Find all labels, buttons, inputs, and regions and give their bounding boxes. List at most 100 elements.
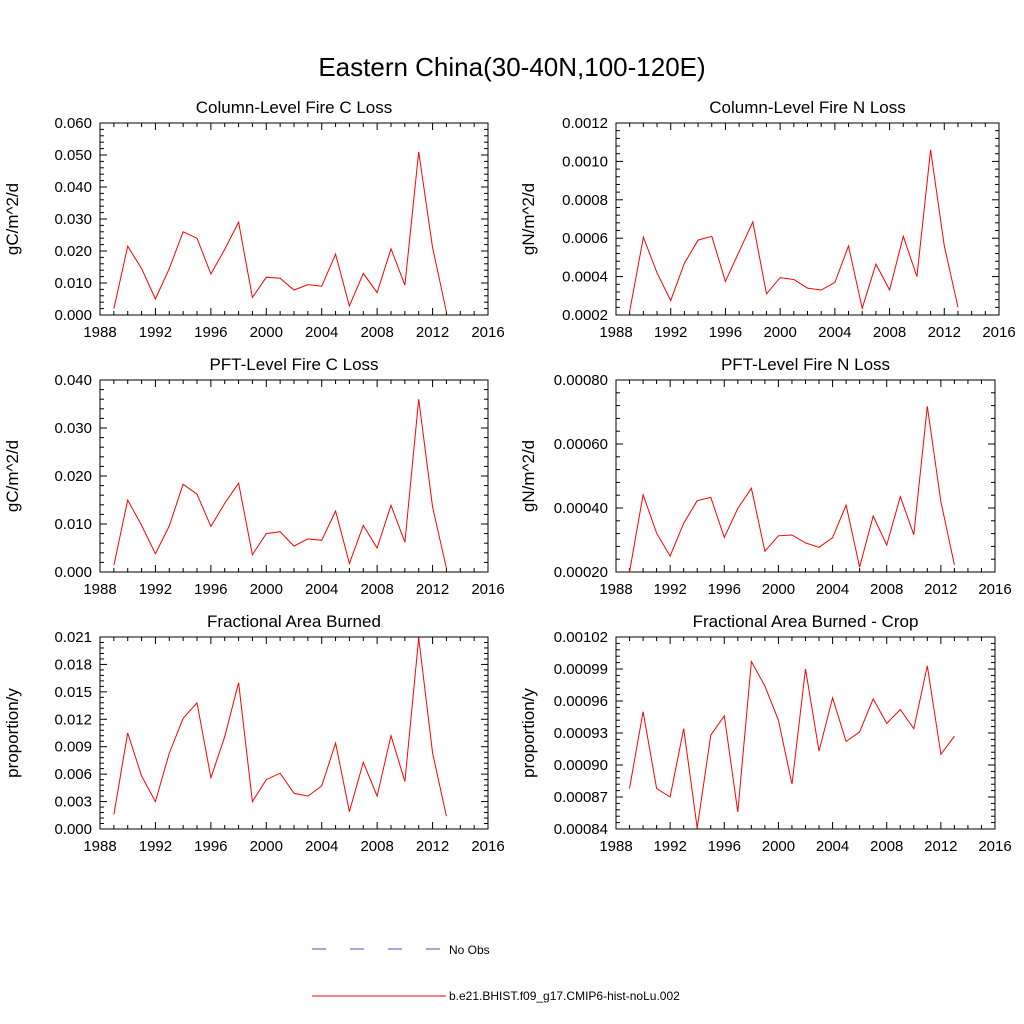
y-tick-label: 0.010: [54, 275, 92, 292]
series-line: [629, 149, 959, 312]
x-tick-label: 1996: [194, 581, 227, 598]
y-tick-label: 0.0008: [562, 192, 608, 209]
x-tick-label: 2008: [360, 581, 393, 598]
legend: No Obs b.e21.BHIST.f09_g17.CMIP6-hist-no…: [312, 943, 680, 1003]
x-tick-label: 1992: [139, 581, 172, 598]
y-tick-label: 0.0010: [562, 153, 608, 170]
series-line: [629, 406, 955, 573]
y-tick-label: 0.020: [54, 468, 92, 485]
x-tick-label: 2008: [870, 838, 903, 855]
x-tick-label: 2012: [416, 581, 449, 598]
x-tick-label: 2004: [305, 324, 338, 341]
y-tick-label: 0.009: [54, 739, 92, 756]
panel-title: Fractional Area Burned: [207, 612, 381, 631]
x-tick-label: 2016: [471, 581, 504, 598]
plot-frame: [99, 122, 489, 316]
x-tick-label: 1992: [653, 581, 686, 598]
y-tick-label: 0.00090: [554, 757, 608, 774]
y-tick-label: 0.018: [54, 656, 92, 673]
y-tick-label: 0.000: [54, 564, 92, 581]
y-tick-label: 0.00099: [554, 661, 608, 678]
y-tick-label: 0.006: [54, 766, 92, 783]
panels: 1988 1992 1996 2000 2004 2008 2012 2016 0.000 0.0…: [3, 98, 1016, 855]
panel-title: PFT-Level Fire C Loss: [209, 355, 378, 374]
y-tick-label: 0.0004: [562, 269, 608, 286]
chart-panel-1: 1988 1992 1996 2000 2004 2008 2012 2016 0.000 0.0…: [3, 98, 505, 341]
series-line: [629, 659, 955, 828]
y-tick-label: 0.000: [54, 821, 92, 838]
x-tick-label: 1992: [653, 838, 686, 855]
x-tick-label: 1996: [708, 581, 741, 598]
x-tick-label: 1996: [194, 324, 227, 341]
plot-frame: [615, 122, 1000, 316]
x-tick-label: 2012: [924, 838, 957, 855]
x-tick-label: 2004: [818, 324, 851, 341]
x-tick-label: 2016: [982, 324, 1015, 341]
y-tick-label: 0.021: [54, 629, 92, 646]
x-tick-label: 2012: [416, 838, 449, 855]
y-tick-label: 0.040: [54, 372, 92, 389]
x-tick-label: 1988: [83, 324, 116, 341]
x-tick-label: 2004: [816, 581, 849, 598]
y-tick-label: 0.00060: [554, 436, 608, 453]
x-tick-label: 1988: [599, 838, 632, 855]
figure-title: Eastern China(30-40N,100-120E): [318, 52, 705, 82]
y-tick-label: 0.00084: [554, 821, 608, 838]
panel-title: Column-Level Fire C Loss: [196, 98, 393, 117]
y-tick-label: 0.00102: [554, 629, 608, 646]
legend-label-model: b.e21.BHIST.f09_g17.CMIP6-hist-noLu.002: [449, 989, 680, 1003]
x-tick-label: 2012: [416, 324, 449, 341]
series-line: [113, 151, 447, 312]
x-tick-label: 2012: [928, 324, 961, 341]
panel-title: PFT-Level Fire N Loss: [721, 355, 890, 374]
y-tick-label: 0.050: [54, 147, 92, 164]
plot-frame: [615, 636, 996, 830]
y-tick-label: 0.003: [54, 794, 92, 811]
y-tick-label: 0.060: [54, 115, 92, 132]
x-tick-label: 1988: [83, 838, 116, 855]
x-tick-label: 2000: [763, 324, 796, 341]
x-tick-label: 2004: [305, 838, 338, 855]
y-axis-label: gC/m^2/d: [3, 440, 22, 512]
x-tick-label: 1996: [709, 324, 742, 341]
x-tick-label: 2000: [250, 581, 283, 598]
x-tick-label: 2008: [870, 581, 903, 598]
y-tick-label: 0.012: [54, 711, 92, 728]
x-tick-label: 2008: [360, 324, 393, 341]
x-tick-label: 2000: [762, 581, 795, 598]
x-tick-label: 1996: [708, 838, 741, 855]
x-tick-label: 1988: [599, 581, 632, 598]
x-tick-label: 2004: [816, 838, 849, 855]
x-tick-label: 2000: [250, 838, 283, 855]
y-tick-label: 0.010: [54, 516, 92, 533]
legend-label-no-obs: No Obs: [449, 943, 490, 957]
panel-title: Column-Level Fire N Loss: [709, 98, 906, 117]
y-tick-label: 0.0012: [562, 115, 608, 132]
y-tick-label: 0.000: [54, 307, 92, 324]
chart-panel-6: 1988 1992 1996 2000 2004 2008 2012 2016 0.00084 0…: [519, 612, 1012, 855]
plot-frame: [99, 379, 489, 573]
y-tick-label: 0.0006: [562, 230, 608, 247]
x-tick-label: 2008: [360, 838, 393, 855]
y-tick-label: 0.020: [54, 243, 92, 260]
y-tick-label: 0.030: [54, 211, 92, 228]
panel-title: Fractional Area Burned - Crop: [693, 612, 919, 631]
chart-panel-2: 1988 1992 1996 2000 2004 2008 2012 2016 0.0002 0.…: [519, 98, 1016, 341]
y-axis-label: proportion/y: [519, 688, 538, 778]
x-tick-label: 2012: [924, 581, 957, 598]
x-tick-label: 2016: [978, 838, 1011, 855]
x-tick-label: 1988: [599, 324, 632, 341]
x-tick-label: 1996: [194, 838, 227, 855]
y-axis-label: gN/m^2/d: [519, 440, 538, 512]
y-tick-label: 0.00080: [554, 372, 608, 389]
x-tick-label: 1988: [83, 581, 116, 598]
x-tick-label: 1992: [139, 324, 172, 341]
y-tick-label: 0.00040: [554, 500, 608, 517]
x-tick-label: 2000: [762, 838, 795, 855]
x-tick-label: 2004: [305, 581, 338, 598]
x-tick-label: 2000: [250, 324, 283, 341]
y-tick-label: 0.0002: [562, 307, 608, 324]
series-line: [113, 399, 447, 569]
x-tick-label: 2016: [471, 838, 504, 855]
